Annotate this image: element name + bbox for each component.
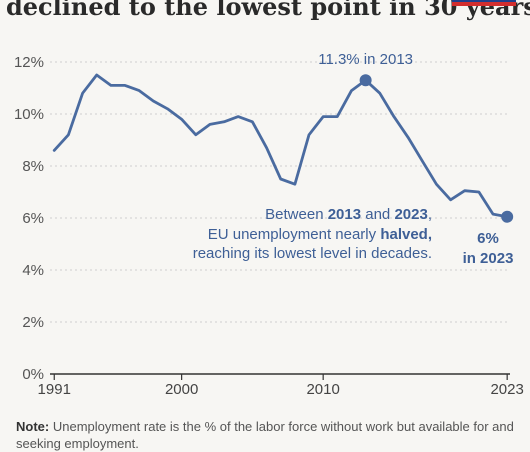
y-tick-label: 6%: [22, 210, 44, 227]
y-tick-label: 4%: [22, 262, 44, 279]
annotation-bold-run: 2013: [328, 206, 361, 223]
highlight-point-2023: [501, 210, 514, 223]
x-tick-label: 2000: [165, 381, 198, 398]
annotation-line-3: reaching its lowest level in decades.: [193, 245, 432, 262]
annotation-bold-run: 2023: [394, 206, 427, 223]
chart-title: declined to the lowest point in 30 years: [6, 0, 530, 21]
annotation-run: ,: [428, 206, 432, 223]
annotation-line-2: EU unemployment nearly halved,: [208, 226, 432, 243]
note-text: Unemployment rate is the % of the labor …: [16, 419, 514, 451]
annotation-run: EU unemployment nearly: [208, 226, 381, 243]
annotation-run: Between: [265, 206, 328, 223]
x-tick-label: 1991: [38, 381, 71, 398]
note-label: Note:: [16, 419, 50, 434]
eu-flag-icon: [452, 0, 516, 6]
x-tick-label: 2010: [306, 381, 339, 398]
y-tick-label: 2%: [22, 314, 44, 331]
annotation-bold-run: halved,: [380, 226, 432, 243]
annotation-run: and: [361, 206, 394, 223]
unemployment-line-chart: 0% 2% 4% 6% 8% 10% 12% 1991 2000 2010 2023 11.3% …: [14, 51, 524, 398]
end-value-label: 6%: [477, 230, 499, 247]
highlight-point-2013: [359, 74, 372, 87]
end-year-label: in 2023: [463, 250, 514, 267]
annotation-run: reaching its lowest level in decades.: [193, 245, 432, 262]
y-tick-label: 0%: [22, 366, 44, 383]
unemployment-series-line: [52, 73, 509, 219]
peak-label: 11.3% in 2013: [318, 51, 413, 68]
annotation-line-1: Between 2013 and 2023,: [265, 206, 432, 223]
chart-note: Note: Unemployment rate is the % of the …: [16, 418, 516, 452]
y-tick-label: 12%: [14, 54, 44, 71]
y-tick-label: 8%: [22, 158, 44, 175]
x-tick-label: 2023: [490, 381, 523, 398]
y-tick-label: 10%: [14, 106, 44, 123]
